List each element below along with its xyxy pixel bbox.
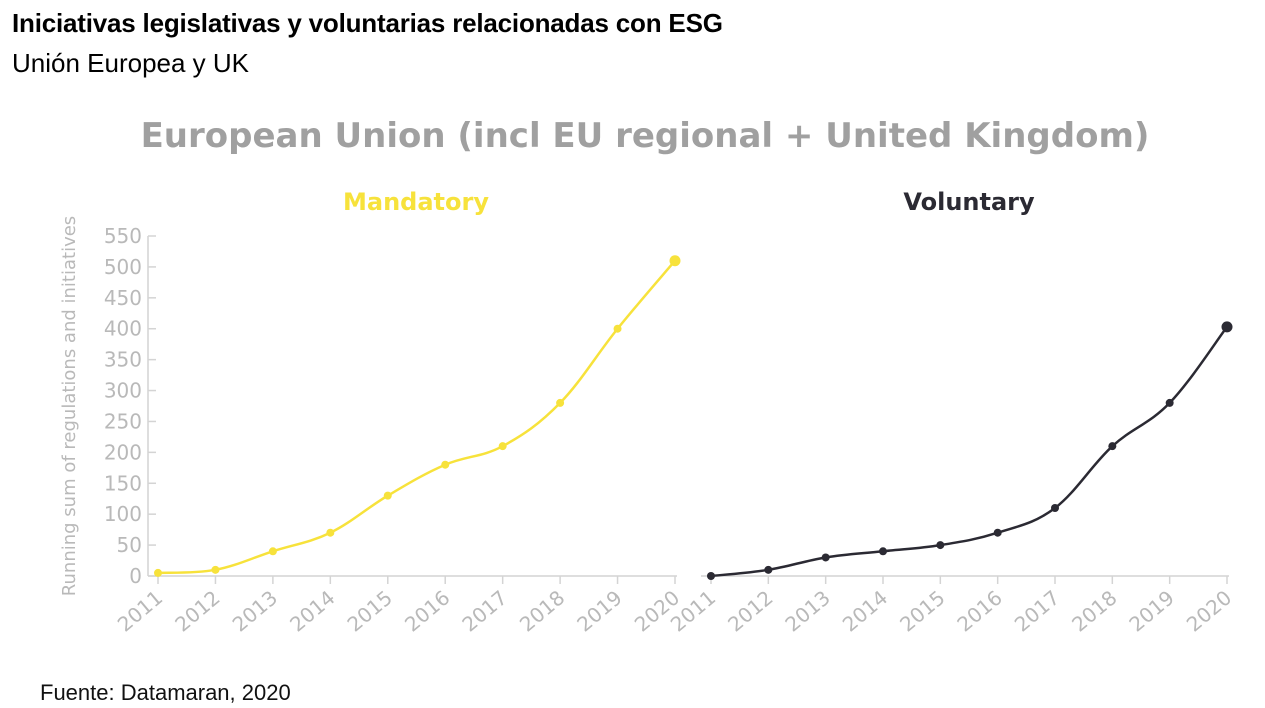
data-point-voluntary — [936, 541, 945, 550]
x-tick-label: 2015 — [343, 585, 397, 636]
x-tick-label: 2017 — [1010, 585, 1064, 636]
data-point-voluntary — [707, 572, 715, 580]
page-subtitle: Unión Europea y UK — [12, 48, 250, 78]
x-tick-label: 2015 — [895, 585, 949, 636]
data-point-mandatory — [326, 528, 335, 537]
source-note: Fuente: Datamaran, 2020 — [40, 680, 291, 705]
data-point-voluntary — [1221, 321, 1233, 333]
x-tick-label: 2012 — [723, 585, 777, 636]
data-point-voluntary — [879, 547, 887, 556]
x-tick-label: 2012 — [170, 585, 224, 636]
y-tick-label: 300 — [104, 379, 142, 403]
y-tick-label: 350 — [104, 348, 142, 372]
data-point-mandatory — [268, 547, 277, 556]
y-tick-label: 50 — [117, 533, 142, 557]
x-tick-label: 2016 — [952, 585, 1006, 636]
panel-title-mandatory: Mandatory — [343, 188, 489, 216]
panel-title-voluntary: Voluntary — [903, 188, 1035, 216]
data-point-voluntary — [1051, 504, 1059, 512]
y-tick-label: 450 — [104, 286, 142, 310]
x-tick-label: 2018 — [515, 585, 569, 636]
data-point-mandatory — [498, 442, 507, 451]
data-point-mandatory — [613, 324, 622, 333]
x-tick-label: 2017 — [457, 585, 511, 636]
data-point-mandatory — [669, 255, 681, 267]
y-axis-label: Running sum of regulations and initiativ… — [59, 216, 80, 596]
y-tick-label: 200 — [104, 440, 142, 464]
x-tick-label: 2020 — [1182, 585, 1236, 636]
x-tick-label: 2014 — [285, 585, 339, 636]
data-point-voluntary — [993, 528, 1002, 537]
y-tick-label: 0 — [129, 564, 142, 588]
data-point-voluntary — [821, 553, 830, 562]
x-tick-label: 2018 — [1067, 585, 1121, 636]
x-tick-label: 2019 — [1124, 585, 1178, 636]
data-point-mandatory — [383, 491, 392, 500]
y-tick-label: 250 — [104, 409, 142, 433]
data-point-voluntary — [764, 565, 773, 574]
page-title: Iniciativas legislativas y voluntarias r… — [12, 8, 723, 38]
x-tick-label: 2014 — [838, 585, 892, 636]
y-tick-label: 500 — [104, 255, 142, 279]
x-tick-label: 2011 — [113, 585, 167, 636]
x-tick-label: 2013 — [780, 585, 834, 636]
series-line-voluntary — [710, 326, 1228, 578]
x-tick-label: 2013 — [228, 585, 282, 636]
x-tick-label: 2019 — [572, 585, 626, 636]
data-point-mandatory — [441, 460, 450, 469]
y-tick-label: 550 — [104, 224, 142, 248]
y-tick-label: 150 — [104, 471, 142, 495]
data-point-voluntary — [1108, 442, 1117, 451]
data-point-mandatory — [556, 398, 565, 407]
data-point-mandatory — [211, 565, 220, 574]
chart-title: European Union (incl EU regional + Unite… — [141, 116, 1150, 156]
y-tick-label: 100 — [104, 502, 142, 526]
x-tick-label: 2016 — [400, 585, 454, 636]
data-point-voluntary — [1165, 398, 1174, 407]
series-line-mandatory — [157, 259, 676, 575]
data-point-mandatory — [154, 568, 162, 577]
y-tick-label: 400 — [104, 317, 142, 341]
